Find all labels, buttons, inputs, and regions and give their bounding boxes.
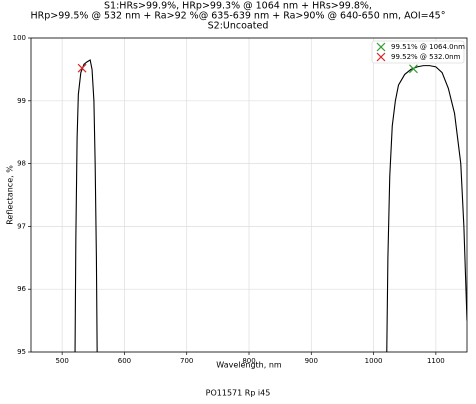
legend-label: 99.52% @ 532.0nm: [391, 53, 461, 61]
marker-cross: [77, 63, 87, 73]
marker: [77, 63, 87, 73]
y-axis-label: Reflectance, %: [6, 165, 15, 225]
x-tick-label: 1000: [365, 357, 383, 365]
title-line: HRp>99.5% @ 532 nm + Ra>92 %@ 635-639 nm…: [31, 11, 446, 22]
y-tick-label: 95: [17, 348, 26, 356]
legend-label: 99.51% @ 1064.0nm: [391, 43, 465, 51]
y-tick-label: 100: [13, 34, 26, 42]
marker-cross: [376, 52, 386, 62]
y-tick-label: 99: [17, 97, 26, 105]
marker-cross: [376, 42, 386, 52]
marker-cross: [409, 64, 418, 74]
marker: [409, 64, 418, 74]
x-tick-label: 800: [242, 357, 255, 365]
title-line: S1:HRs>99.9%, HRp>99.3% @ 1064 nm + HRs>…: [104, 1, 372, 12]
x-tick-label: 500: [55, 357, 68, 365]
x-tick-label: 700: [180, 357, 193, 365]
x-tick-label: 1100: [427, 357, 445, 365]
x-tick-label: 900: [305, 357, 318, 365]
plot-frame: [30, 37, 468, 353]
x-axis-label: Wavelength, nm: [216, 361, 282, 370]
legend-box: [371, 40, 465, 64]
footer: PO11571 Rp i45: [206, 389, 271, 398]
y-tick-label: 98: [17, 160, 26, 168]
legend-marker: [376, 42, 386, 52]
y-tick-label: 96: [17, 285, 26, 293]
title-line: S2:Uncoated: [208, 21, 269, 32]
x-tick-label: 600: [118, 357, 131, 365]
y-tick-label: 97: [17, 222, 26, 230]
legend-marker: [376, 52, 386, 62]
line-series: [74, 59, 467, 352]
